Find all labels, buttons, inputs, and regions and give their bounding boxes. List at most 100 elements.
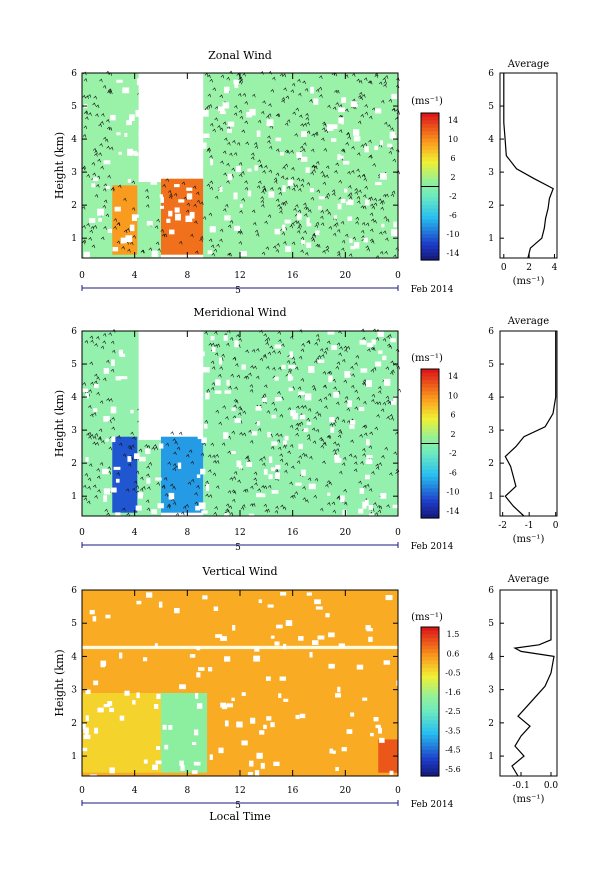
colorbar-tick-label: -10: [447, 488, 460, 497]
colorbar-tick-label: -10: [447, 230, 460, 239]
profile-y-tick-label: 1: [488, 752, 494, 762]
colorbar: 1.5 0.6 -0.5 -1.6 -2.5 -3.5 -4.5 -5.6 (ms⁻¹): [411, 612, 461, 777]
colorbar-cell: [421, 226, 439, 232]
colorbar-cell: [421, 428, 439, 433]
x-tick-label: 12: [234, 271, 245, 281]
y-axis-label: Height (km): [53, 132, 66, 199]
colorbar-cell: [421, 256, 439, 261]
colorbar-cell: [421, 772, 439, 777]
colorbar-cell: [421, 175, 439, 180]
colorbar-cell: [421, 764, 439, 770]
x-tick-label: 12: [234, 786, 245, 796]
panel-title: Vertical Wind: [201, 565, 277, 578]
colorbar-cell: [421, 458, 439, 463]
colorbar-tick-label: 14: [448, 116, 458, 125]
profile-x-tick-label: 0: [553, 521, 559, 531]
colorbar-cell: [421, 398, 439, 404]
x-tick-label: 0: [395, 271, 401, 281]
y-axis-label: Height (km): [53, 390, 66, 457]
colorbar-cell: [421, 215, 439, 221]
x-tick-label: 20: [340, 271, 352, 281]
field-texture: [82, 592, 401, 780]
colorbar-cell: [421, 160, 439, 166]
colorbar-tick-label: -14: [447, 507, 460, 516]
average-profile: Average 1 2 3 4 5 6 -2 -1 0 (ms⁻¹): [488, 316, 559, 545]
field-region: [161, 178, 204, 255]
profile-x-tick-label: 4: [552, 263, 558, 273]
colorbar-cell: [421, 387, 439, 392]
colorbar-unit: (ms⁻¹): [411, 353, 443, 364]
colorbar-cell: [421, 491, 439, 497]
profile-x-tick-label: -0.1: [512, 781, 529, 791]
x-tick-label: 8: [184, 271, 190, 281]
colorbar-cell: [421, 660, 439, 665]
colorbar-cell: [421, 245, 439, 250]
colorbar-cell: [421, 712, 439, 717]
colorbar-cell: [421, 701, 439, 706]
colorbar-cell: [421, 753, 439, 758]
x-tick-label: 0: [79, 528, 85, 538]
y-tick-label: 6: [71, 327, 77, 337]
colorbar-cell: [421, 731, 439, 736]
colorbar-cell: [421, 484, 439, 489]
profile-frame: [499, 330, 558, 517]
colorbar-cell: [421, 761, 439, 766]
x-tick-label: 20: [340, 528, 352, 538]
profile-x-tick-label: 0.0: [544, 781, 559, 791]
colorbar-unit: (ms⁻¹): [411, 612, 443, 623]
profile-line: [503, 73, 554, 259]
colorbar: 14 10 6 2 -2 -6 -10 -14 (ms⁻¹): [411, 353, 459, 519]
x-axis-label: Local Time: [209, 810, 270, 823]
profile-frame: [499, 72, 558, 259]
colorbar-tick-label: -0.5: [445, 669, 460, 678]
colorbar-tick-label: -2: [449, 449, 457, 458]
panel-title: Zonal Wind: [208, 49, 272, 62]
profile-y-tick-label: 4: [488, 652, 494, 662]
colorbar-cell: [421, 131, 439, 136]
x-tick-label: 16: [287, 528, 299, 538]
colorbar-cell: [421, 469, 439, 474]
colorbar-cell: [421, 506, 439, 512]
colorbar-tick-label: 2: [450, 430, 455, 439]
profile-y-tick-label: 4: [488, 393, 494, 403]
x-tick-label: 16: [287, 786, 299, 796]
profile-line: [504, 331, 557, 517]
field-region: [112, 436, 138, 513]
y-tick-label: 2: [71, 459, 77, 469]
profile-y-tick-label: 3: [488, 426, 494, 436]
colorbar-cell: [421, 186, 439, 191]
colorbar-tick-label: -1.6: [445, 688, 460, 697]
colorbar-cell: [421, 380, 439, 385]
colorbar-cell: [421, 395, 439, 400]
colorbar-cell: [421, 708, 439, 714]
y-tick-label: 5: [71, 360, 77, 370]
y-tick-label: 3: [71, 426, 77, 436]
x-tick-label: 4: [132, 271, 138, 281]
colorbar-tick-label: 14: [448, 372, 458, 381]
colorbar-cell: [421, 391, 439, 396]
colorbar-tick-label: 2: [450, 173, 455, 182]
y-tick-label: 5: [71, 619, 77, 629]
colorbar-tick-label: 10: [448, 391, 458, 400]
colorbar-cell: [421, 439, 439, 445]
y-tick-label: 1: [71, 492, 77, 502]
colorbar-cell: [421, 738, 439, 744]
day-label: 5: [235, 543, 241, 553]
colorbar-cell: [421, 671, 439, 677]
colorbar-cell: [421, 369, 439, 374]
profile-y-tick-label: 5: [488, 360, 494, 370]
colorbar-cell: [421, 146, 439, 151]
colorbar-cell: [421, 182, 439, 188]
colorbar-cell: [421, 432, 439, 437]
colorbar-cell: [421, 716, 439, 721]
colorbar-cell: [421, 372, 439, 378]
data-gap: [161, 331, 204, 427]
average-title: Average: [507, 59, 550, 70]
colorbar-cell: [421, 634, 439, 639]
y-tick-label: 4: [71, 135, 77, 145]
x-tick-label: 20: [340, 786, 352, 796]
colorbar: 14 10 6 2 -2 -6 -10 -14 (ms⁻¹): [411, 96, 459, 261]
y-tick-label: 5: [71, 102, 77, 112]
colorbar-cell: [421, 705, 439, 710]
